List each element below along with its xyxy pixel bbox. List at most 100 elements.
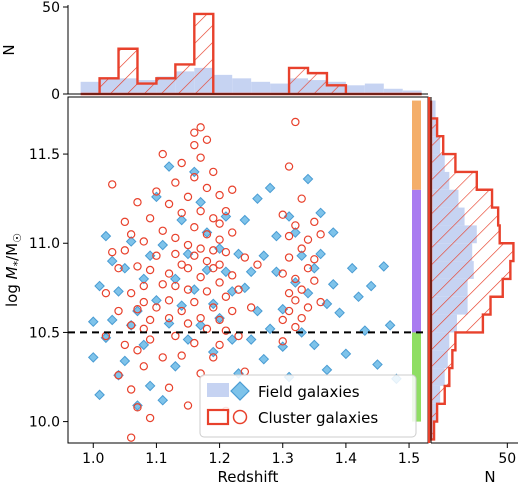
legend-cluster-circle-icon (232, 409, 248, 425)
field-point (144, 380, 156, 392)
cluster-point (234, 285, 243, 294)
cluster-point (209, 167, 218, 177)
cluster-point (120, 246, 130, 255)
cluster-point (171, 233, 180, 243)
cluster-point (190, 338, 199, 348)
field-point (384, 319, 396, 331)
cluster-point (291, 274, 300, 284)
field-point (252, 193, 263, 204)
cluster-point (164, 313, 174, 323)
field-point (220, 266, 232, 278)
field-point (264, 323, 276, 335)
field-point (327, 227, 339, 238)
cluster-point (221, 247, 231, 257)
top-field-bar (270, 83, 290, 94)
cluster-point (240, 367, 250, 376)
cluster-point (164, 269, 174, 278)
cluster-point (303, 235, 313, 244)
field-point (195, 196, 206, 208)
cluster-point (114, 371, 123, 380)
cluster-point (126, 288, 136, 298)
main-x-tick-label: 1.4 (335, 451, 357, 467)
top-histogram: 0 50 N (0, 0, 428, 103)
field-point (296, 250, 307, 262)
field-point (264, 182, 276, 194)
cluster-point (209, 303, 218, 312)
cluster-point (228, 185, 237, 194)
cluster-point (284, 253, 294, 262)
cluster-point (183, 285, 193, 294)
field-point (201, 227, 213, 238)
field-point (372, 359, 383, 370)
cluster-point (114, 306, 123, 316)
field-point (365, 280, 377, 292)
main-x-tick-label: 1.1 (145, 451, 167, 467)
field-point (378, 261, 390, 272)
main-y-ticks: 10.0 10.5 11.0 11.5 (29, 147, 68, 431)
cluster-point (139, 237, 148, 246)
cluster-point (177, 351, 186, 360)
cluster-point (209, 264, 218, 273)
cluster-point (158, 280, 167, 289)
legend-cluster-label: Cluster galaxies (258, 409, 378, 427)
cluster-point (297, 313, 306, 323)
cluster-point (291, 117, 300, 127)
field-point (302, 173, 314, 185)
field-point (290, 227, 301, 238)
cluster-point (310, 276, 319, 285)
field-point (157, 394, 169, 406)
field-point (176, 214, 187, 226)
field-point (239, 282, 251, 294)
cluster-point (171, 178, 180, 187)
cluster-point (284, 162, 294, 171)
legend: Field galaxies Cluster galaxies (199, 374, 417, 438)
cluster-point (253, 260, 262, 269)
top-field-bar (232, 78, 252, 94)
cluster-point (145, 265, 155, 275)
field-point (315, 207, 326, 219)
field-point (87, 316, 99, 328)
field-point (94, 280, 105, 292)
cluster-point (177, 306, 186, 316)
cluster-point (139, 297, 148, 307)
legend-field-patch (207, 383, 229, 397)
main-y-axis-label: log M*/M☉ (3, 233, 24, 307)
cluster-point (139, 362, 148, 371)
cluster-point (158, 353, 167, 362)
legend-box (199, 374, 417, 438)
cluster-point (139, 324, 148, 334)
cluster-point (228, 271, 237, 280)
legend-field-diamond-icon (230, 381, 250, 401)
field-point (359, 325, 371, 336)
cluster-point (126, 321, 136, 330)
field-point (170, 273, 181, 285)
cluster-point (145, 315, 155, 325)
cluster-point (228, 306, 237, 316)
top-field-bar (402, 90, 422, 94)
right-cluster-outline (429, 100, 515, 441)
field-point (125, 236, 137, 247)
cluster-point (164, 296, 174, 305)
field-point (271, 230, 282, 242)
cluster-point (177, 260, 186, 269)
cluster-point (291, 296, 300, 305)
top-y-tick-label: 0 (51, 87, 60, 103)
cluster-point (215, 190, 224, 200)
cluster-point (316, 297, 325, 307)
legend-field-label: Field galaxies (258, 383, 360, 401)
cluster-point (209, 246, 218, 255)
field-point (334, 307, 345, 319)
field-point (195, 319, 206, 331)
cluster-point (133, 346, 142, 355)
field-point (258, 250, 270, 262)
cluster-point (133, 305, 142, 314)
field-point (138, 273, 150, 285)
cluster-point (133, 403, 142, 412)
cluster-point (183, 192, 193, 202)
field-point (327, 278, 339, 290)
cluster-point (209, 353, 218, 362)
main-x-tick-label: 1.2 (208, 451, 230, 467)
mass-bin-bar (412, 100, 421, 190)
field-point (321, 364, 333, 376)
